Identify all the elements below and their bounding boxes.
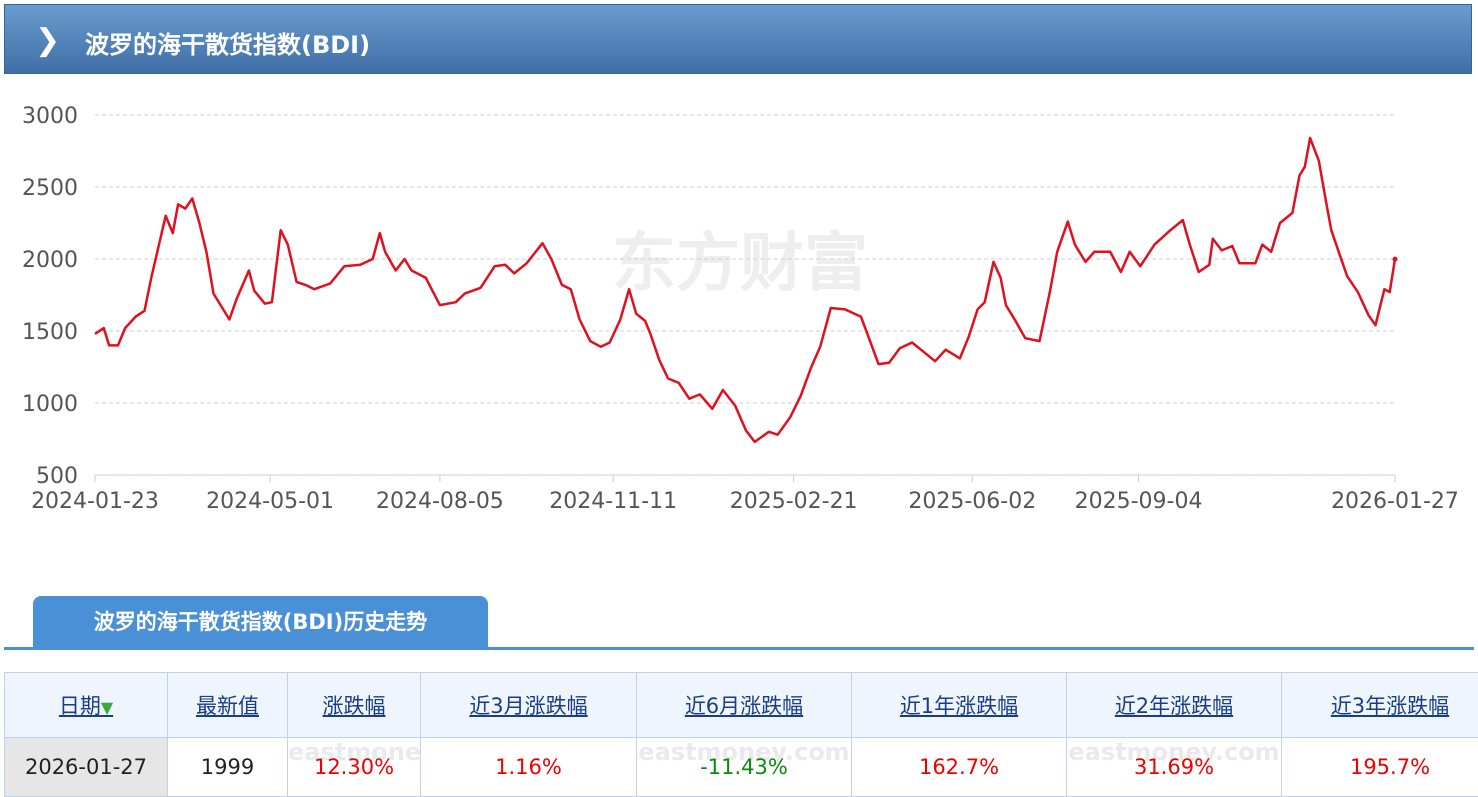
cell: 2026-01-27 <box>5 738 168 797</box>
cell: eastmoney.com-11.43% <box>637 738 852 797</box>
column-header[interactable]: 日期▼ <box>5 673 168 738</box>
cell-text: 2026-01-27 <box>25 755 147 779</box>
cell-text: 1999 <box>201 755 254 779</box>
cell-text: 162.7% <box>919 755 999 779</box>
header-text[interactable]: 涨跌幅 <box>323 694 386 718</box>
column-header[interactable]: 近3年涨跌幅 <box>1282 673 1478 738</box>
y-tick-label: 1000 <box>22 392 78 417</box>
tab-rule <box>4 647 1474 650</box>
column-header[interactable]: 近2年涨跌幅 <box>1067 673 1282 738</box>
sort-icon: ▼ <box>101 698 113 717</box>
cell: 195.7% <box>1282 738 1478 797</box>
y-tick-label: 1500 <box>22 320 78 345</box>
column-header[interactable]: 近3月涨跌幅 <box>421 673 637 738</box>
column-header[interactable]: 近1年涨跌幅 <box>852 673 1067 738</box>
cell: 1.16% <box>421 738 637 797</box>
header-text[interactable]: 近2年涨跌幅 <box>1115 694 1233 718</box>
tab[interactable]: 波罗的海干散货指数(BDI)历史走势 <box>33 596 488 648</box>
cell: 1999 <box>168 738 288 797</box>
y-tick-label: 2000 <box>22 248 78 273</box>
cell-text: 31.69% <box>1134 755 1214 779</box>
column-header[interactable]: 涨跌幅 <box>288 673 421 738</box>
header-text[interactable]: 近3年涨跌幅 <box>1331 694 1449 718</box>
header-text[interactable]: 近1年涨跌幅 <box>900 694 1018 718</box>
x-tick-label: 2025-09-04 <box>1075 489 1203 514</box>
cell-text: 12.30% <box>314 755 394 779</box>
x-tick-label: 2025-02-21 <box>730 489 858 514</box>
table: 日期▼ 最新值 涨跌幅 近3月涨跌幅 近6月涨跌幅 近1年涨跌幅 近2年涨跌幅 近3年涨跌幅 2… <box>4 672 1478 797</box>
header-text[interactable]: 最新值 <box>196 694 259 718</box>
y-tick-label: 3000 <box>22 104 78 129</box>
y-tick-label: 500 <box>36 464 78 489</box>
column-header[interactable]: 近6月涨跌幅 <box>637 673 852 738</box>
header-text[interactable]: 近3月涨跌幅 <box>469 694 587 718</box>
cell-text: 1.16% <box>495 755 562 779</box>
header-text[interactable]: 近6月涨跌幅 <box>685 694 803 718</box>
y-tick-label: 2500 <box>22 176 78 201</box>
x-tick-label: 2024-11-11 <box>549 489 677 514</box>
data-row: 2026-01-27 1999 eastmoney.com12.30% 1.16% ea… <box>5 738 1478 797</box>
cell-text: -11.43% <box>700 755 788 779</box>
cell: eastmoney.com12.30% <box>288 738 421 797</box>
last-point <box>1393 257 1398 262</box>
cell: 162.7% <box>852 738 1067 797</box>
header-text[interactable]: 日期 <box>59 694 101 718</box>
watermark: 东方财富 <box>612 227 868 301</box>
x-tick-label: 2024-01-23 <box>31 489 159 514</box>
x-tick-label: 2024-05-01 <box>206 489 334 514</box>
chart: 东方财富 500 1000 1500 2000 2500 3000 2024-01-23 20… <box>0 0 1478 560</box>
column-header[interactable]: 最新值 <box>168 673 288 738</box>
cell-text: 195.7% <box>1350 755 1430 779</box>
x-tick-label: 2025-06-02 <box>908 489 1036 514</box>
header-row: 日期▼ 最新值 涨跌幅 近3月涨跌幅 近6月涨跌幅 近1年涨跌幅 近2年涨跌幅 近3年涨跌幅 <box>5 673 1478 738</box>
x-tick-label: 2026-01-27 <box>1331 489 1459 514</box>
x-tick-label: 2024-08-05 <box>376 489 504 514</box>
